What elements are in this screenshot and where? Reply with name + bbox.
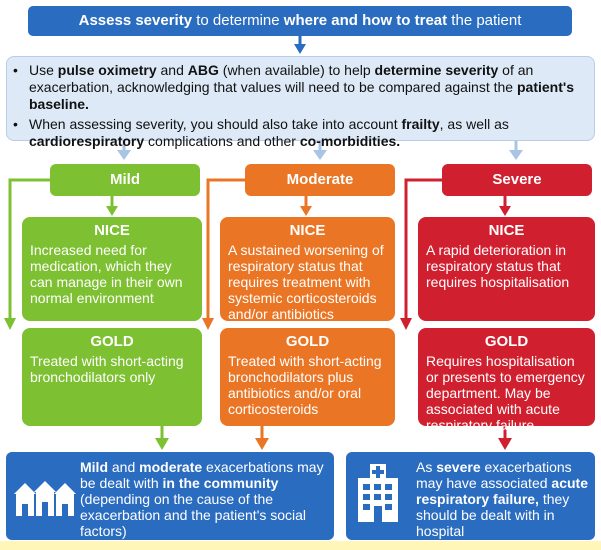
assessment-info-box: • Use pulse oximetry and ABG (when avail… <box>6 56 595 149</box>
moderate-bottom-arrow <box>255 438 269 450</box>
hospital-icon <box>358 464 398 522</box>
severe-left-line <box>404 178 442 320</box>
mild-down-arrow <box>106 206 118 216</box>
arrow-head-severe <box>509 150 523 160</box>
info-bullet-oximetry-text: Use pulse oximetry and ABG (when availab… <box>29 62 574 112</box>
severity-label-severe: Severe <box>442 164 592 196</box>
footer-strip <box>0 541 601 550</box>
community-box: Mild and moderate exacerbations may be d… <box>6 452 334 540</box>
info-bullet-frailty-text: When assessing severity, you should also… <box>29 116 509 149</box>
community-text: Mild and moderate exacerbations may be d… <box>80 459 324 539</box>
mild-bottom-arrow <box>155 438 169 450</box>
bullet-dot-icon: • <box>13 62 18 78</box>
moderate-gold-text: Treated with short-acting bronchodilator… <box>228 353 382 417</box>
hospital-text: As severe exacerbations may have associa… <box>416 459 588 539</box>
header-text-patient: the patient <box>447 12 522 29</box>
header-text-assess: Assess severity <box>78 12 193 29</box>
severe-nice-text: A rapid deterioration in respiratory sta… <box>426 242 570 290</box>
hospital-box: As severe exacerbations may have associa… <box>346 452 595 540</box>
mild-left-line <box>8 178 50 320</box>
header-text-connector: to determine <box>192 12 284 29</box>
severe-left-arrow <box>400 318 412 330</box>
severity-label-moderate: Moderate <box>245 164 395 196</box>
severe-gold-card: GOLD Requires hospitalisation or present… <box>418 328 595 433</box>
moderate-left-arrow <box>202 318 214 330</box>
header-text-where: where and how to treat <box>283 12 448 29</box>
mild-nice-card: NICE Increased need for medication, whic… <box>22 217 202 321</box>
arrow-head-mild <box>117 150 131 160</box>
arrow-head-header <box>294 44 306 54</box>
arrow-head-moderate <box>313 150 327 160</box>
houses-icon <box>14 481 76 516</box>
bullet-dot-icon: • <box>13 116 18 132</box>
severe-gold-title: GOLD <box>484 333 529 350</box>
mild-left-arrow <box>4 318 16 330</box>
severity-label-mild: Mild <box>50 164 200 196</box>
moderate-nice-card: NICE A sustained worsening of respirator… <box>220 217 395 322</box>
severe-bottom-arrow <box>498 438 512 450</box>
moderate-left-line <box>206 178 245 320</box>
severe-nice-card: NICE A rapid deterioration in respirator… <box>418 217 595 321</box>
severe-down-arrow <box>499 206 511 216</box>
mild-gold-card: GOLD Treated with short-acting bronchodi… <box>22 328 202 426</box>
info-bullet-frailty: • When assessing severity, you should al… <box>13 116 584 150</box>
moderate-down-arrow <box>300 206 312 216</box>
severe-nice-title: NICE <box>488 222 525 239</box>
moderate-gold-title: GOLD <box>285 333 330 350</box>
header-banner: Assess severity to determine where and h… <box>28 6 572 36</box>
moderate-nice-text: A sustained worsening of respiratory sta… <box>228 242 384 322</box>
moderate-nice-title: NICE <box>289 222 326 239</box>
mild-gold-title: GOLD <box>90 333 134 350</box>
severe-gold-text: Requires hospitalisation or presents to … <box>426 353 585 433</box>
mild-nice-text: Increased need for medication, which the… <box>30 242 183 306</box>
info-bullet-oximetry: • Use pulse oximetry and ABG (when avail… <box>13 62 584 113</box>
mild-nice-title: NICE <box>94 222 130 239</box>
moderate-gold-card: GOLD Treated with short-acting bronchodi… <box>220 328 395 426</box>
mild-gold-text: Treated with short-acting bronchodilator… <box>30 353 184 385</box>
